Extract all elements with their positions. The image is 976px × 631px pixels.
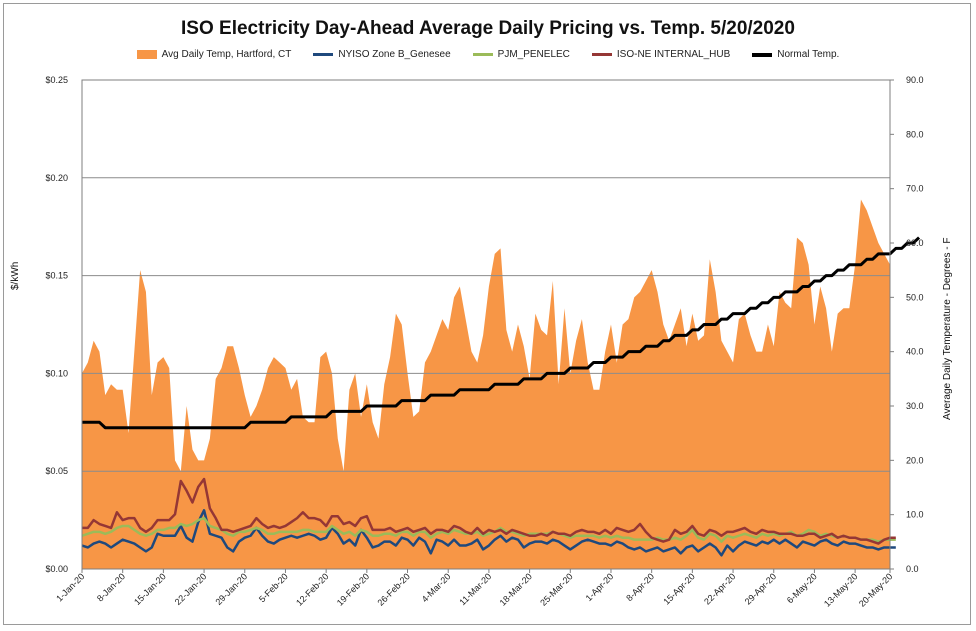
x-tick-label: 1-Jan-20	[54, 571, 86, 603]
x-tick-label: 25-Mar-20	[538, 571, 574, 607]
x-tick-label: 22-Jan-20	[173, 571, 209, 607]
right-tick-label: 80.0	[906, 129, 924, 139]
x-tick-label: 29-Jan-20	[213, 571, 249, 607]
legend: Avg Daily Temp, Hartford, CT NYISO Zone …	[0, 49, 976, 60]
right-tick-label: 0.0	[906, 564, 919, 574]
x-tick-label: 1-Apr-20	[584, 571, 616, 603]
legend-item-pjm: PJM_PENELEC	[472, 49, 570, 60]
legend-label-normal: Normal Temp.	[777, 49, 840, 60]
x-tick-label: 11-Mar-20	[457, 571, 493, 607]
legend-swatch-isone	[591, 53, 612, 56]
right-tick-label: 50.0	[906, 292, 924, 302]
series-line-0	[81, 509, 896, 557]
x-tick-label: 22-Apr-20	[702, 571, 737, 606]
x-tick-label: 8-Jan-20	[95, 571, 127, 603]
temperature-area	[82, 199, 890, 569]
right-tick-label: 20.0	[906, 455, 924, 465]
legend-item-temp: Avg Daily Temp, Hartford, CT	[136, 49, 292, 60]
x-tick-label: 12-Feb-20	[294, 571, 330, 607]
left-tick-label: $0.25	[45, 75, 68, 85]
series-line-3	[82, 236, 921, 430]
legend-item-nyiso: NYISO Zone B_Genesee	[313, 49, 451, 60]
right-tick-label: 10.0	[906, 510, 924, 520]
series-line-2	[82, 477, 896, 545]
left-tick-label: $0.05	[45, 466, 68, 476]
x-tick-label: 4-Mar-20	[420, 571, 453, 604]
legend-label-pjm: PJM_PENELEC	[497, 49, 570, 60]
right-tick-label: 30.0	[906, 401, 924, 411]
series-line-1	[81, 516, 896, 543]
x-tick-label: 19-Feb-20	[335, 571, 371, 607]
x-tick-label: 15-Jan-20	[132, 571, 168, 607]
left-tick-label: $0.10	[45, 368, 68, 378]
left-tick-label: $0.00	[45, 564, 68, 574]
x-tick-label: 15-Apr-20	[661, 571, 696, 606]
legend-item-normal: Normal Temp.	[752, 49, 839, 60]
left-tick-label: $0.15	[45, 271, 68, 281]
plot-area-border	[81, 79, 891, 570]
right-tick-label: 40.0	[906, 347, 924, 357]
legend-item-isone: ISO-NE INTERNAL_HUB	[591, 49, 731, 60]
legend-swatch-nyiso	[313, 53, 334, 56]
right-tick-label: 90.0	[906, 75, 924, 85]
right-tick-label: 60.0	[906, 238, 924, 248]
x-tick-label: 5-Feb-20	[257, 571, 290, 604]
chart-title: ISO Electricity Day-Ahead Average Daily …	[181, 18, 795, 39]
x-tick-label: 20-May-20	[857, 571, 894, 608]
x-tick-label: 29-Apr-20	[743, 571, 778, 606]
legend-swatch-pjm	[472, 53, 493, 56]
legend-label-isone: ISO-NE INTERNAL_HUB	[616, 49, 731, 60]
x-tick-label: 18-Mar-20	[498, 571, 534, 607]
x-tick-label: 26-Feb-20	[376, 571, 412, 607]
legend-label-temp: Avg Daily Temp, Hartford, CT	[161, 49, 292, 60]
legend-label-nyiso: NYISO Zone B_Genesee	[338, 49, 451, 60]
x-tick-label: 13-May-20	[822, 571, 859, 608]
right-tick-label: 70.0	[906, 184, 924, 194]
left-tick-label: $0.20	[45, 173, 68, 183]
legend-swatch-temp	[136, 50, 157, 59]
x-tick-label: 8-Apr-20	[624, 571, 656, 603]
legend-swatch-normal	[752, 52, 773, 57]
x-tick-label: 6-May-20	[785, 571, 819, 605]
